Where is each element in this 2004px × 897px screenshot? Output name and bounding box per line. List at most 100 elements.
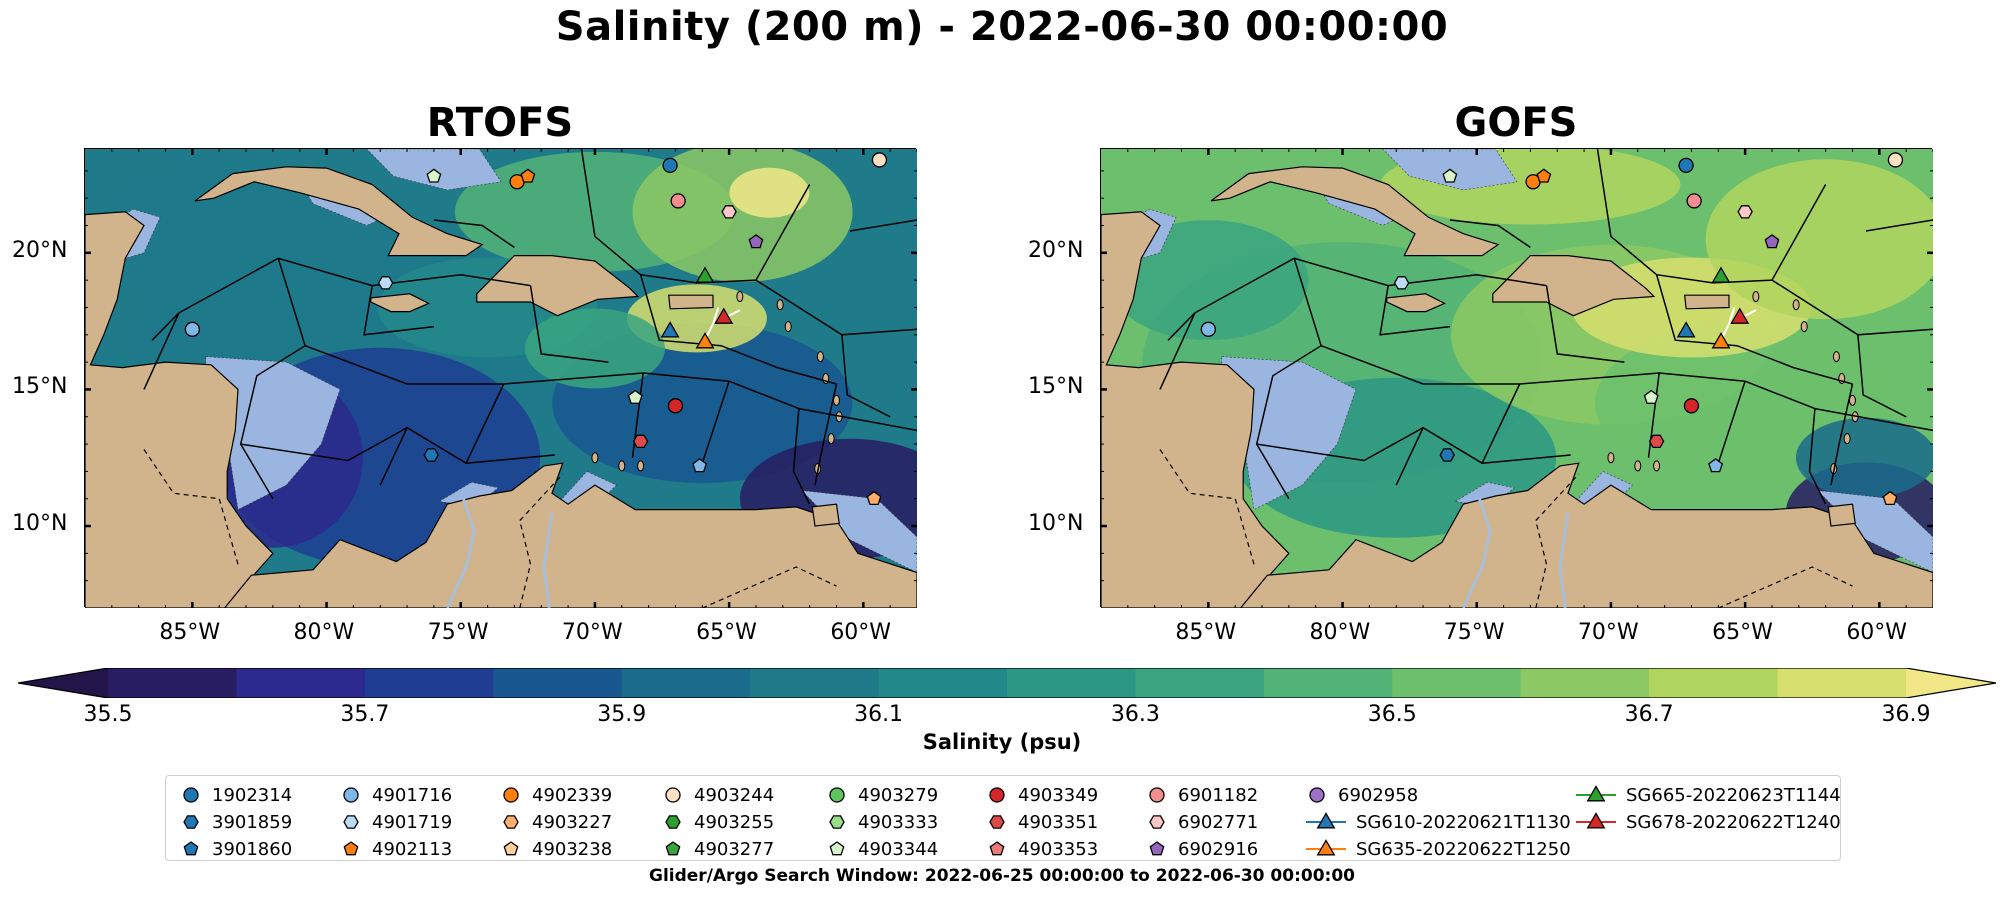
jamaica-island (1386, 293, 1446, 313)
puerto-rico-island (1684, 294, 1730, 310)
eez-boundary (1830, 383, 1854, 486)
eez-boundary (849, 219, 917, 232)
legend-label: 4903244 (694, 784, 775, 806)
rtofs-x-tick-label: 75°W (427, 620, 489, 645)
colorbar-extend-max (1906, 668, 1996, 698)
argo-float-marker (1393, 276, 1410, 290)
legend-marker-circle-icon (343, 787, 359, 803)
legend-label: 6902771 (1178, 811, 1259, 833)
gofs-y-tick-label: 15°N (1028, 374, 1084, 400)
legend-marker-hexagon-icon (183, 815, 199, 829)
lake-maracaibo (542, 512, 554, 608)
eez-boundary (1449, 219, 1531, 249)
eez-boundary (1596, 149, 1827, 284)
legend-float-marker (989, 815, 1005, 829)
colorbar-tick-label: 35.5 (83, 702, 133, 727)
eez-boundary (1379, 285, 1450, 336)
legend-marker-pentagon-icon (829, 841, 845, 856)
legend-item: 6902916 (1146, 836, 1258, 862)
salinity-patch (1795, 417, 1933, 498)
colorbar-segment (878, 668, 1008, 698)
south-america-landmass (1239, 462, 1933, 608)
legend-item: 4903277 (662, 836, 774, 862)
legend-label: 3901860 (212, 838, 293, 860)
rtofs-x-tick-label: 70°W (561, 620, 623, 645)
salinity-patch (1705, 159, 1933, 320)
cuba-island (1210, 166, 1500, 257)
trinidad-island (1827, 503, 1856, 527)
argo-float-marker (1200, 321, 1217, 337)
legend-item: 3901860 (180, 836, 292, 862)
argo-float-marker (1536, 168, 1552, 183)
search-window-caption: Glider/Argo Search Window: 2022-06-25 00… (649, 866, 1355, 886)
legend-marker-circle-icon (989, 787, 1005, 803)
legend-item: 4901716 (340, 782, 452, 808)
cuba-island (194, 166, 484, 257)
argo-float-marker (1882, 490, 1898, 506)
legend-label: 4903277 (694, 838, 775, 860)
rtofs-x-tick-label: 85°W (159, 620, 221, 645)
legend-item: 6902958 (1306, 782, 1418, 808)
rtofs-map (84, 148, 917, 608)
legend-item: 4902113 (340, 836, 452, 862)
legend-item: 3901859 (180, 809, 292, 835)
colorbar-segment (236, 668, 366, 698)
legend-marker-hexagon-icon (503, 815, 519, 829)
glider-marker (695, 266, 715, 283)
legend-label: 3901859 (212, 811, 293, 833)
national-border (1718, 566, 1853, 608)
argo-float-marker (692, 458, 708, 473)
figure-title: Salinity (200 m) - 2022-06-30 00:00:00 (555, 4, 1449, 50)
legend-item: 4903349 (986, 782, 1098, 808)
legend-glider-marker (1316, 812, 1336, 829)
legend-float-marker (343, 815, 359, 829)
legend-float-marker (829, 841, 845, 856)
eez-boundary (1808, 408, 1827, 505)
legend-float-marker (183, 815, 199, 829)
argo-float-marker (1648, 434, 1665, 449)
legend-marker-pentagon-icon (989, 841, 1005, 856)
national-border (702, 566, 837, 608)
colorbar-segment (1649, 668, 1779, 698)
small-island (1800, 321, 1808, 333)
legend-marker-hexagon-icon (1149, 815, 1165, 829)
lake-maracaibo (1558, 512, 1570, 608)
legend-float-marker (1309, 787, 1325, 803)
eez-boundary (1320, 344, 1816, 410)
argo-float-marker (1764, 234, 1780, 249)
argo-float-marker (662, 157, 678, 174)
legend-marker-triangle-line-icon (1306, 812, 1346, 829)
legend-float-marker (503, 815, 519, 829)
rtofs-y-tick-label: 15°N (12, 374, 68, 400)
glider-marker (1676, 321, 1696, 338)
small-island (637, 460, 645, 472)
south-america-landmass (223, 462, 917, 608)
glider-track (704, 307, 720, 341)
colorbar-segment (1135, 668, 1265, 698)
hispaniola-island (476, 254, 640, 317)
colorbar-segment (493, 668, 623, 698)
panel-title-rtofs: RTOFS (426, 100, 574, 146)
argo-float-marker (866, 490, 882, 506)
glider-track (1720, 307, 1736, 341)
legend-label: 4903238 (532, 838, 613, 860)
legend-label: 4902113 (372, 838, 453, 860)
small-island (618, 460, 626, 472)
river (1461, 498, 1492, 608)
axis-ticks (85, 149, 917, 608)
legend-glider-marker (1316, 839, 1336, 856)
colorbar-tick-label: 35.9 (597, 702, 647, 727)
axis-ticks (1101, 149, 1933, 608)
eez-boundary (814, 383, 838, 486)
legend-label: 4903333 (858, 811, 939, 833)
legend-item: 4902339 (500, 782, 612, 808)
eez-boundary (1256, 427, 1424, 462)
eez-boundary (1865, 219, 1933, 232)
small-island (1792, 299, 1800, 311)
eez-boundary (239, 258, 306, 500)
legend-marker-hexagon-icon (343, 815, 359, 829)
legend-label: 6902916 (1178, 838, 1259, 860)
rtofs-x-tick-label: 80°W (293, 620, 355, 645)
legend-float-marker (183, 841, 199, 856)
gofs-y-tick-label: 10°N (1028, 511, 1084, 537)
